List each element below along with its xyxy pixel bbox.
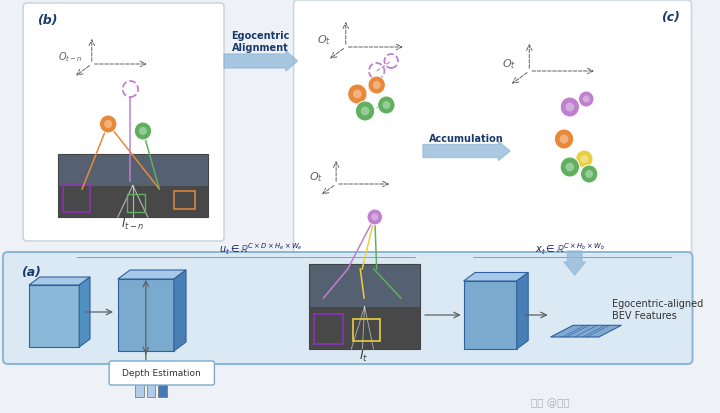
FancyBboxPatch shape — [294, 1, 691, 255]
Bar — [147, 383, 156, 397]
Polygon shape — [517, 273, 528, 349]
Polygon shape — [118, 279, 174, 351]
Circle shape — [554, 130, 574, 150]
Bar — [309, 264, 420, 349]
Text: 知乎 @黄沿: 知乎 @黄沿 — [531, 397, 570, 407]
Circle shape — [560, 98, 580, 118]
Circle shape — [582, 96, 590, 103]
Circle shape — [373, 82, 381, 90]
Polygon shape — [29, 285, 79, 347]
Text: $O_t$: $O_t$ — [317, 33, 330, 47]
Circle shape — [565, 163, 574, 172]
Circle shape — [139, 128, 147, 136]
Text: $O_t$: $O_t$ — [309, 170, 323, 183]
Circle shape — [348, 85, 367, 105]
Text: $I_{t-n}$: $I_{t-n}$ — [120, 216, 144, 232]
Bar — [58, 154, 207, 218]
Text: $u_t \in \mathbb{R}^{C\times D\times H_e\times W_e}$: $u_t \in \mathbb{R}^{C\times D\times H_e… — [219, 241, 302, 256]
Circle shape — [580, 166, 598, 183]
Bar — [353, 319, 379, 341]
FancyArrow shape — [224, 52, 297, 72]
Text: Accumulation: Accumulation — [429, 134, 504, 144]
Bar — [309, 307, 420, 349]
FancyArrow shape — [423, 142, 510, 161]
Circle shape — [134, 123, 152, 141]
Bar — [158, 369, 167, 397]
Text: $x_t \in \mathbb{R}^{C\times H_b\times W_b}$: $x_t \in \mathbb{R}^{C\times H_b\times W… — [535, 241, 605, 256]
Bar — [174, 192, 195, 209]
Text: $O_{t-n}$: $O_{t-n}$ — [58, 50, 83, 64]
Circle shape — [575, 151, 593, 169]
Text: (c): (c) — [661, 11, 680, 24]
Bar — [63, 185, 90, 212]
Circle shape — [104, 121, 112, 129]
Polygon shape — [464, 273, 528, 281]
Circle shape — [579, 92, 594, 108]
Circle shape — [559, 135, 568, 144]
Circle shape — [580, 156, 588, 164]
Circle shape — [353, 90, 361, 99]
Text: Egocentric
Alignment: Egocentric Alignment — [232, 31, 290, 53]
Polygon shape — [118, 271, 186, 279]
Polygon shape — [464, 281, 517, 349]
Circle shape — [372, 214, 378, 221]
Circle shape — [367, 209, 382, 225]
Circle shape — [378, 97, 395, 115]
Polygon shape — [58, 186, 207, 218]
Polygon shape — [29, 277, 90, 285]
Text: (a): (a) — [22, 266, 41, 278]
FancyBboxPatch shape — [109, 361, 215, 385]
FancyBboxPatch shape — [3, 252, 693, 364]
Polygon shape — [551, 325, 621, 337]
Polygon shape — [174, 271, 186, 351]
Circle shape — [565, 103, 574, 112]
Circle shape — [382, 102, 390, 110]
Polygon shape — [79, 277, 90, 347]
Circle shape — [99, 116, 117, 134]
Text: $O_t$: $O_t$ — [503, 57, 516, 71]
Circle shape — [361, 107, 369, 116]
Circle shape — [356, 102, 374, 122]
Circle shape — [585, 171, 593, 178]
Bar — [135, 375, 144, 397]
Text: $I_t$: $I_t$ — [359, 348, 369, 363]
Text: Egocentric-aligned
BEV Features: Egocentric-aligned BEV Features — [612, 299, 703, 320]
Text: (b): (b) — [37, 14, 57, 27]
Circle shape — [368, 77, 385, 95]
FancyBboxPatch shape — [23, 4, 224, 242]
Bar — [314, 314, 343, 344]
Bar — [127, 195, 145, 212]
Text: Depth Estimation: Depth Estimation — [122, 369, 201, 377]
FancyArrow shape — [564, 252, 585, 275]
Circle shape — [560, 158, 580, 178]
